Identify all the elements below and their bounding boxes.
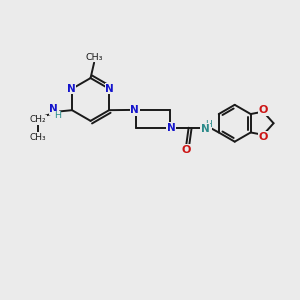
- Text: N: N: [130, 105, 139, 115]
- Text: CH₂: CH₂: [30, 116, 46, 124]
- Text: N: N: [49, 104, 58, 114]
- Text: H: H: [205, 120, 211, 129]
- Text: N: N: [167, 123, 176, 133]
- Text: N: N: [67, 84, 76, 94]
- Text: H: H: [54, 111, 61, 120]
- Text: O: O: [259, 132, 268, 142]
- Text: O: O: [182, 145, 191, 155]
- Text: N: N: [201, 124, 210, 134]
- Text: N: N: [105, 84, 114, 94]
- Text: CH₃: CH₃: [85, 53, 103, 62]
- Text: CH₃: CH₃: [30, 133, 46, 142]
- Text: O: O: [259, 105, 268, 115]
